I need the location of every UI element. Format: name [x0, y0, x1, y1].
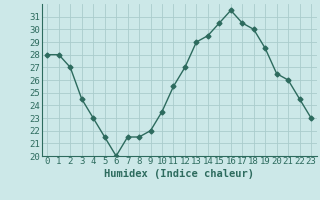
X-axis label: Humidex (Indice chaleur): Humidex (Indice chaleur) — [104, 169, 254, 179]
